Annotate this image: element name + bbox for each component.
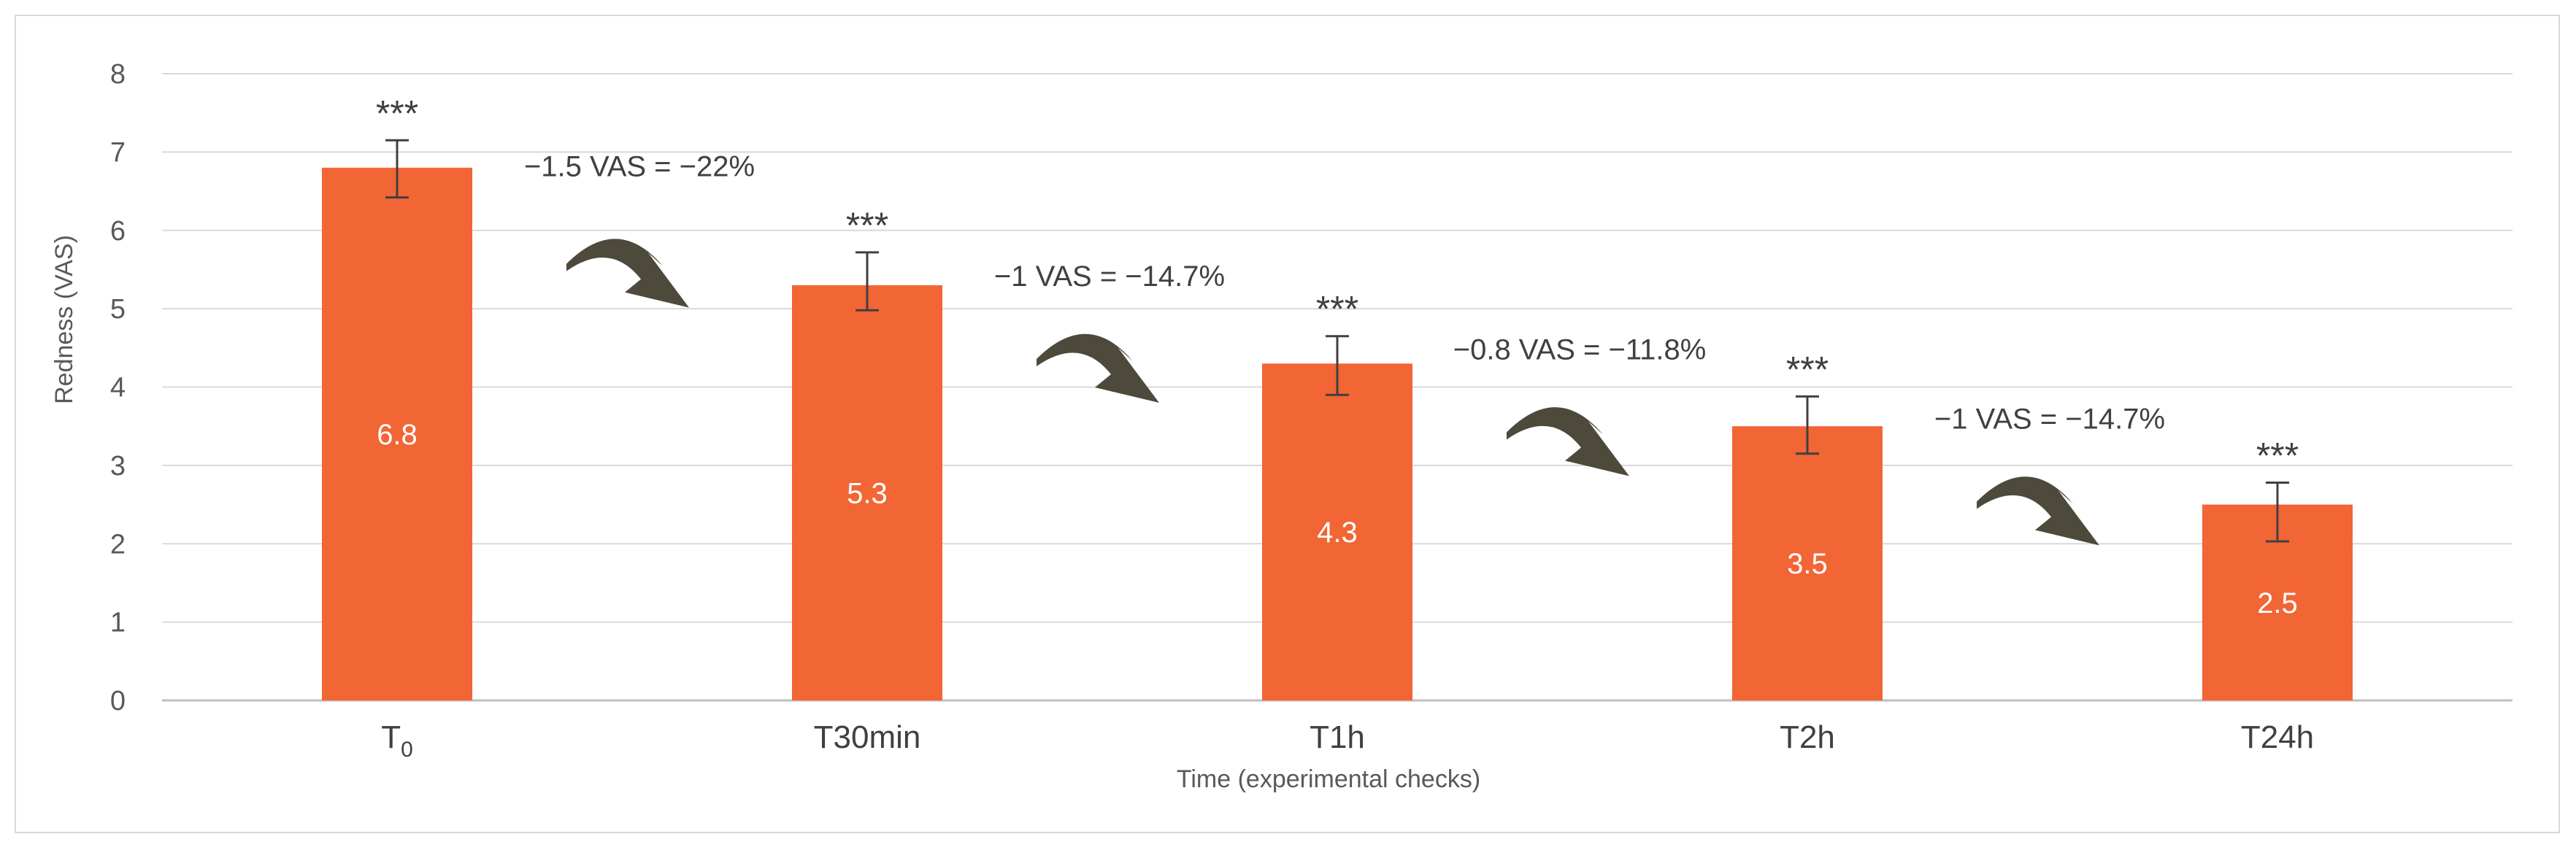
y-tick-label: 7 bbox=[110, 137, 126, 168]
reduction-annotation: −1 VAS = −14.7% bbox=[994, 260, 1225, 293]
curved-arrow-icon bbox=[1507, 407, 1629, 476]
data-label: 4.3 bbox=[1317, 517, 1358, 549]
bar bbox=[322, 167, 472, 701]
significance-stars: *** bbox=[2256, 435, 2299, 476]
bar bbox=[1732, 426, 1883, 700]
curved-arrow-icon bbox=[1977, 476, 2099, 546]
x-tick-label: T30min bbox=[814, 719, 921, 755]
reduction-annotation: −1.5 VAS = −22% bbox=[524, 151, 755, 183]
significance-stars: *** bbox=[376, 93, 418, 134]
x-tick-label: T0 bbox=[381, 719, 413, 762]
y-axis-title: Redness (VAS) bbox=[50, 235, 78, 404]
y-tick-label: 3 bbox=[110, 451, 126, 482]
data-label: 6.8 bbox=[377, 419, 418, 451]
x-axis-title: Time (experimental checks) bbox=[1177, 765, 1480, 793]
x-tick-label: T2h bbox=[1780, 719, 1835, 755]
y-tick-label: 4 bbox=[110, 373, 126, 403]
bar bbox=[1262, 363, 1412, 700]
x-tick-label: T24h bbox=[2241, 719, 2314, 755]
y-tick-label: 6 bbox=[110, 216, 126, 247]
bar bbox=[792, 285, 942, 701]
curved-arrow-icon bbox=[566, 239, 689, 308]
x-tick-label: T1h bbox=[1310, 719, 1365, 755]
y-tick-label: 1 bbox=[110, 608, 126, 638]
reduction-annotation: −0.8 VAS = −11.8% bbox=[1453, 333, 1707, 366]
y-tick-label: 2 bbox=[110, 529, 126, 560]
significance-stars: *** bbox=[1786, 349, 1829, 390]
y-tick-label: 5 bbox=[110, 294, 126, 325]
reduction-annotation: −1 VAS = −14.7% bbox=[1934, 403, 2165, 435]
data-label: 2.5 bbox=[2257, 587, 2298, 619]
data-label: 3.5 bbox=[1787, 548, 1828, 580]
significance-stars: *** bbox=[1316, 289, 1358, 330]
curved-arrow-icon bbox=[1037, 333, 1159, 403]
bar-chart: 0 1 2 3 4 5 6 7 8 *** 6.8 T0 *** 5.3 T30min *** 4.3 T1h *… bbox=[50, 59, 2512, 793]
y-tick-label: 8 bbox=[110, 59, 126, 90]
significance-stars: *** bbox=[846, 205, 888, 246]
data-label: 5.3 bbox=[847, 477, 888, 509]
x-tick-subscript: 0 bbox=[401, 738, 413, 762]
chart-frame: 0 1 2 3 4 5 6 7 8 *** 6.8 T0 *** 5.3 T30min *** 4.3 T1h *… bbox=[15, 15, 2560, 833]
y-tick-label: 0 bbox=[110, 686, 126, 716]
